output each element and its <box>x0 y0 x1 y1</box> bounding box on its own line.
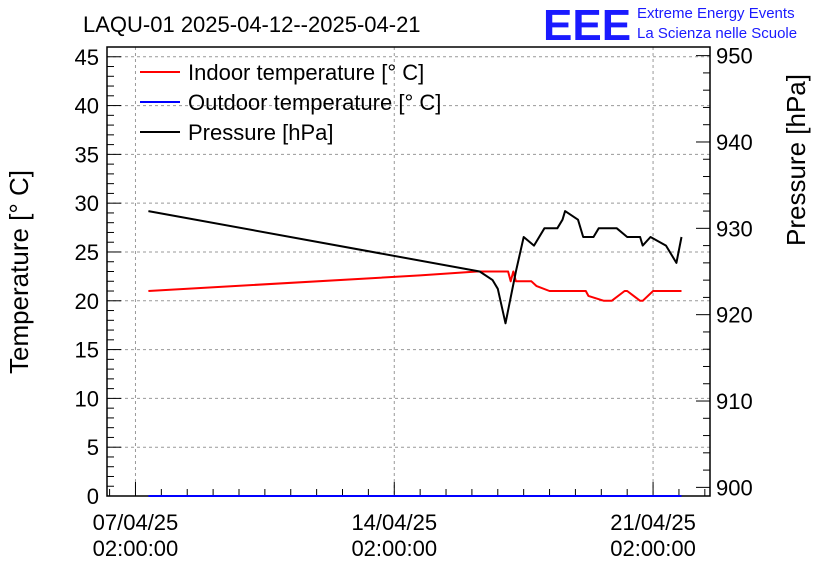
y-tick-label: 0 <box>87 484 99 509</box>
x-tick-label: 07/04/25 <box>93 510 179 535</box>
y-axis-right: 900 910 920 930 940 950 <box>696 44 753 500</box>
y2-tick-label: 900 <box>716 475 753 500</box>
eee-logo-mark: EEE <box>543 1 631 50</box>
series-lines <box>148 210 683 497</box>
indoor-temperature-line <box>148 270 682 302</box>
x-tick-label-time: 02:00:00 <box>93 536 179 561</box>
y-tick-label: 15 <box>75 338 99 363</box>
legend-label-indoor: Indoor temperature [° C] <box>188 60 424 85</box>
y2-tick-label: 920 <box>716 303 753 328</box>
x-tick-label: 21/04/25 <box>610 510 696 535</box>
chart-title: LAQU-01 2025-04-12--2025-04-21 <box>83 12 421 37</box>
y-tick-label: 40 <box>75 94 99 119</box>
eee-logo: EEE Extreme Energy Events La Scienza nel… <box>543 1 797 50</box>
y2-tick-label: 940 <box>716 130 753 155</box>
y2-axis-label: Pressure [hPa] <box>781 74 811 246</box>
y-axis-label: Temperature [° C] <box>4 170 34 374</box>
y-tick-label: 45 <box>75 45 99 70</box>
legend-label-outdoor: Outdoor temperature [° C] <box>188 90 441 115</box>
y-tick-label: 30 <box>75 191 99 216</box>
y-tick-label: 10 <box>75 386 99 411</box>
x-tick-label-time: 02:00:00 <box>610 536 696 561</box>
y-axis-left: 0 5 10 15 20 25 30 35 40 45 <box>75 45 121 509</box>
x-tick-label-time: 02:00:00 <box>351 536 437 561</box>
y2-tick-label: 950 <box>716 44 753 69</box>
eee-logo-line1: Extreme Energy Events <box>637 5 795 22</box>
y-tick-label: 20 <box>75 289 99 314</box>
y2-tick-label: 910 <box>716 389 753 414</box>
eee-logo-line2: La Scienza nelle Scuole <box>637 25 797 42</box>
pressure-line <box>148 210 683 325</box>
x-tick-label: 14/04/25 <box>351 510 437 535</box>
legend: Indoor temperature [° C] Outdoor tempera… <box>140 60 441 145</box>
y-tick-label: 5 <box>87 435 99 460</box>
grid <box>107 47 710 496</box>
y2-tick-label: 930 <box>716 216 753 241</box>
x-axis: 07/04/2502:00:0014/04/2502:00:0021/04/25… <box>93 482 706 561</box>
legend-label-pressure: Pressure [hPa] <box>188 120 334 145</box>
y-tick-label: 25 <box>75 240 99 265</box>
y-tick-label: 35 <box>75 142 99 167</box>
